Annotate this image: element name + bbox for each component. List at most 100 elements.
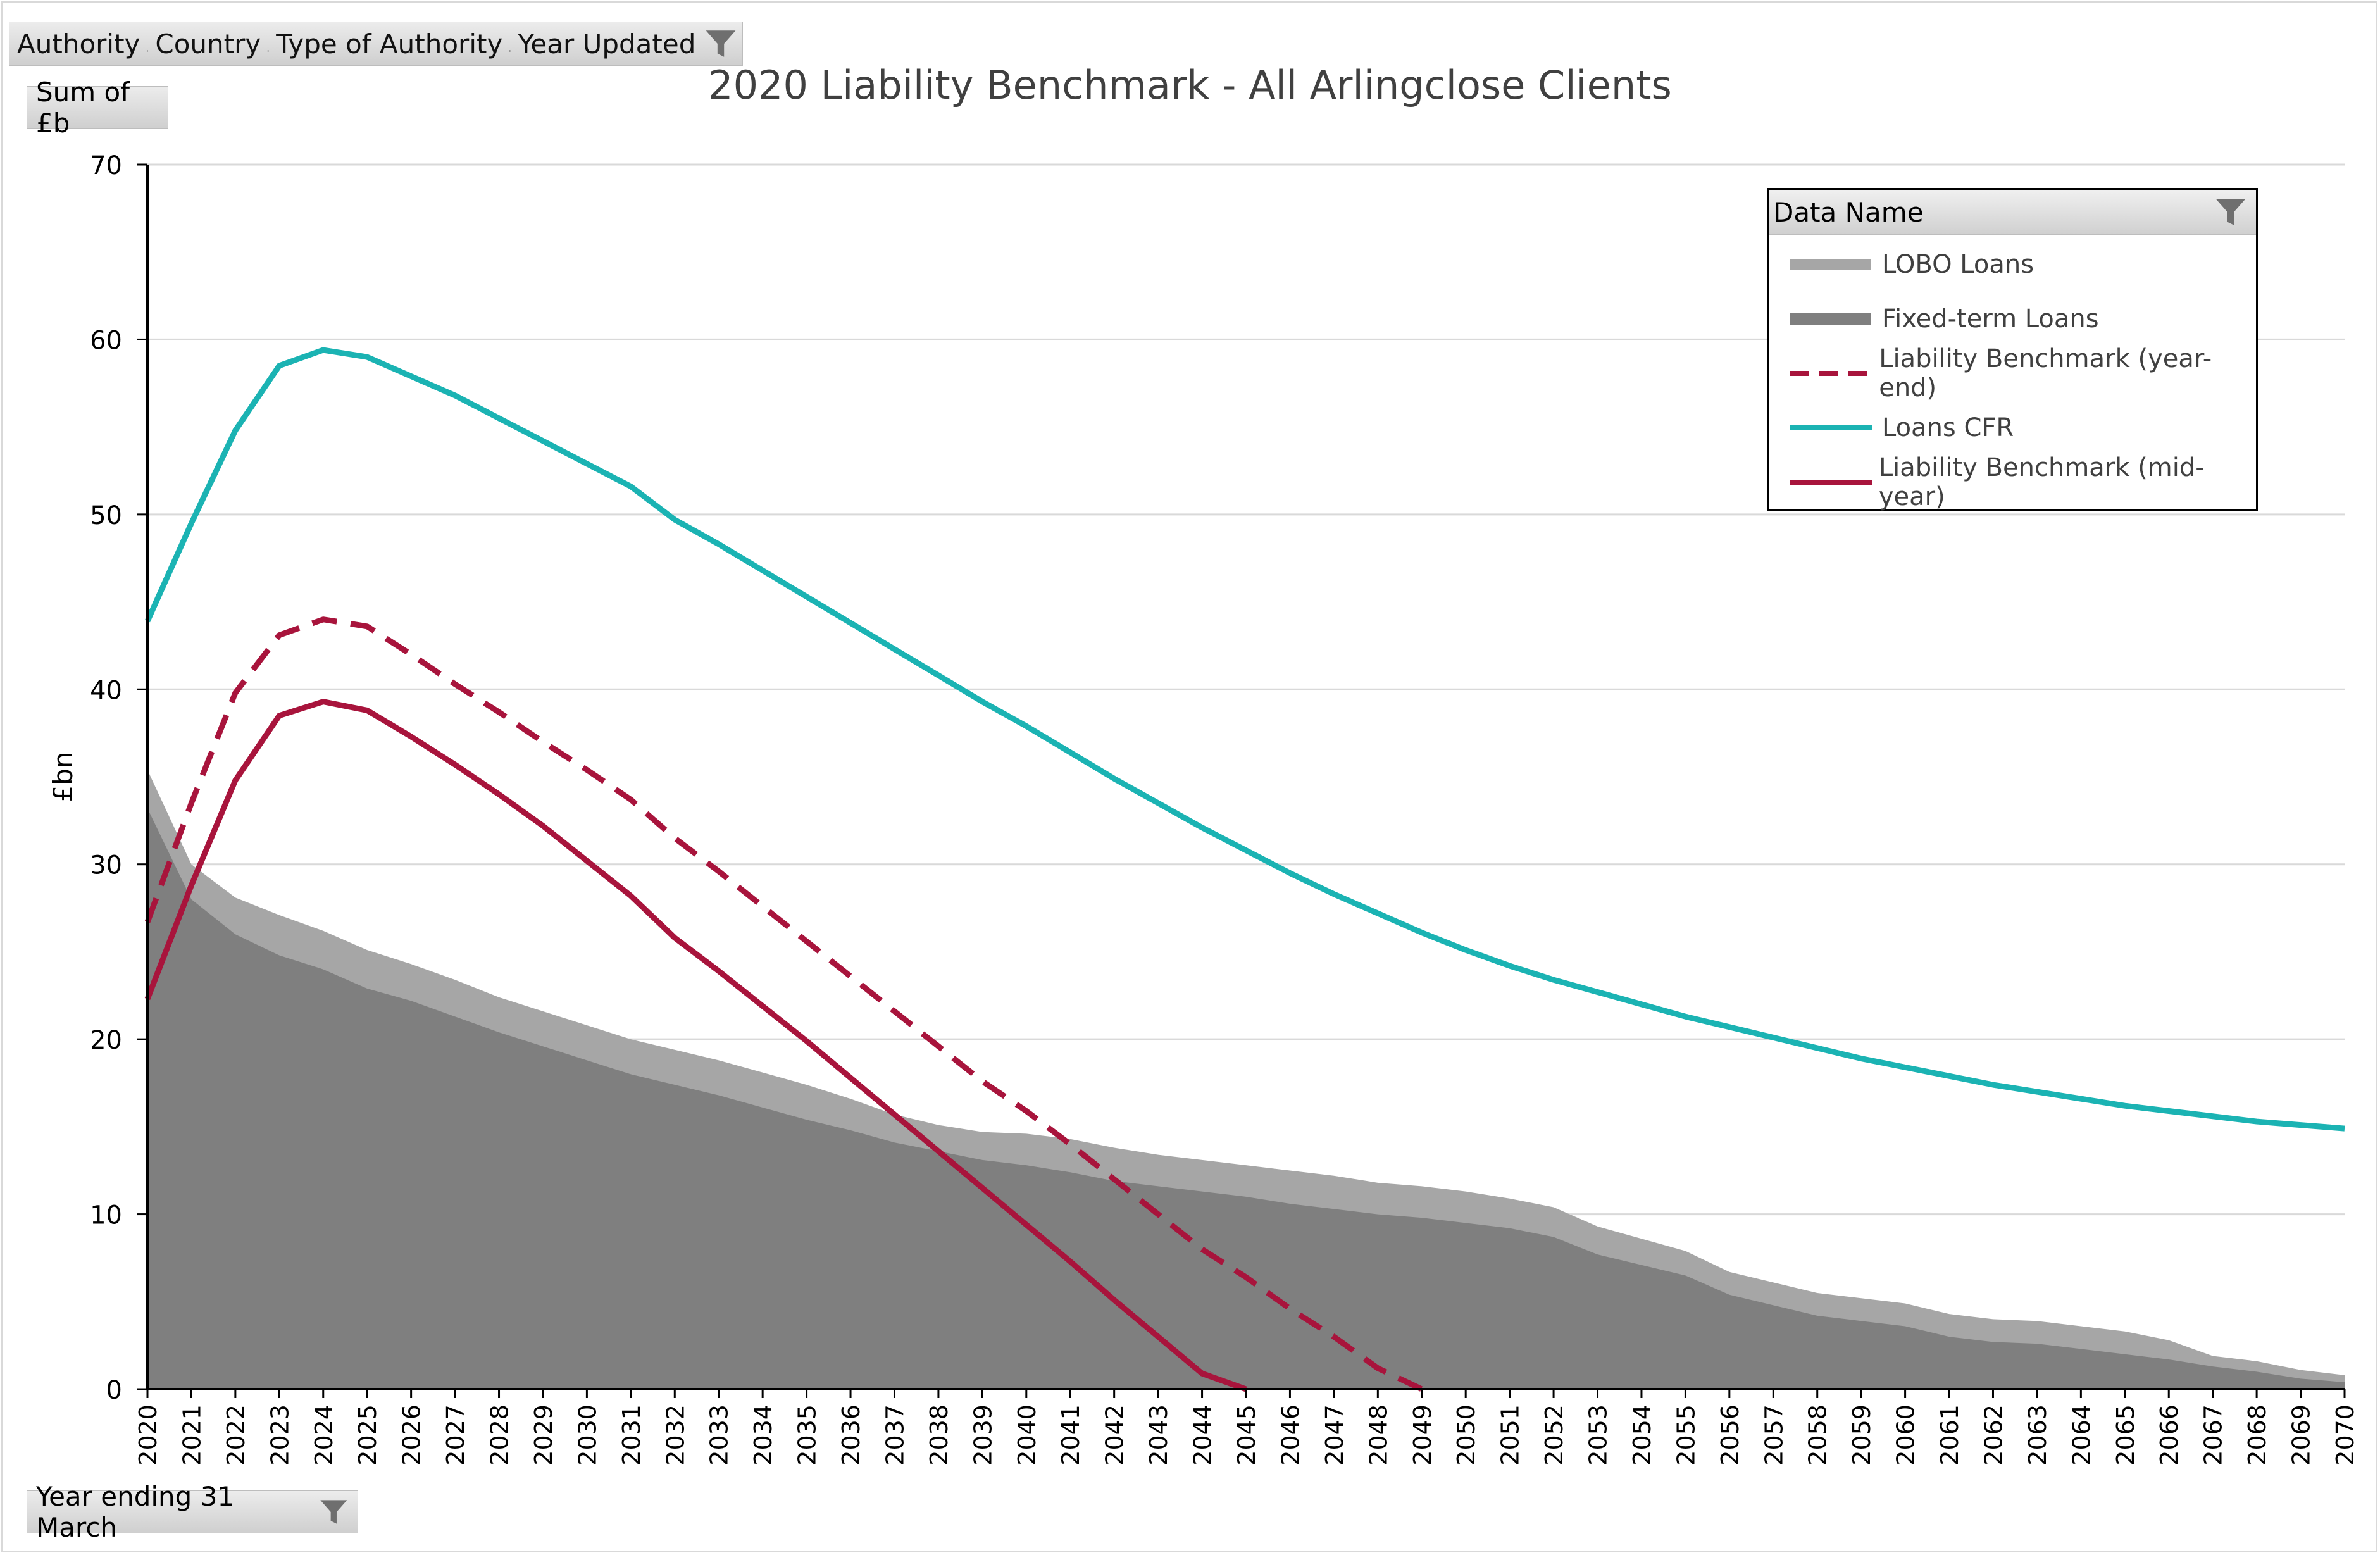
legend-swatch-fixed	[1790, 313, 1871, 325]
legend-label-lobo: LOBO Loans	[1882, 250, 2034, 279]
filter-country-label: Country	[155, 28, 261, 59]
legend-label-fixed: Fixed-term Loans	[1882, 304, 2099, 334]
x-tick-label: 2068	[2243, 1404, 2271, 1466]
legend-field-label: Data Name	[1773, 196, 1924, 228]
chart-title: 2020 Liability Benchmark - All Arlingclo…	[708, 62, 1672, 108]
report-filter-bar: Authority · Country · Type of Authority · Y…	[9, 22, 744, 66]
filter-authority-label: Authority	[17, 28, 140, 59]
x-tick-label: 2042	[1101, 1404, 1129, 1466]
x-tick-label: 2034	[749, 1404, 777, 1466]
filter-type-of-authority-label: Type of Authority	[276, 28, 503, 59]
x-tick-label: 2049	[1409, 1404, 1436, 1466]
funnel-icon[interactable]	[319, 1496, 349, 1528]
legend-item-loans-cfr[interactable]: Loans CFR	[1787, 409, 2014, 447]
line-loans-cfr	[144, 347, 2345, 1132]
x-tick-label: 2063	[2024, 1404, 2052, 1466]
x-tick-label: 2065	[2112, 1404, 2140, 1466]
y-tick-label: 0	[106, 1376, 122, 1405]
x-tick-label: 2059	[1848, 1404, 1876, 1466]
x-tick-label: 2022	[222, 1404, 250, 1466]
area-fixed-term-loans	[147, 808, 2345, 1389]
x-tick-label: 2028	[486, 1404, 514, 1466]
y-tick-label: 40	[90, 676, 122, 705]
x-tick-label: 2021	[178, 1404, 206, 1466]
legend-item-lobo-loans[interactable]: LOBO Loans	[1787, 246, 2034, 284]
x-tick-label: 2038	[925, 1404, 953, 1466]
legend-item-benchmark-year-end[interactable]: Liability Benchmark (year-end)	[1787, 344, 2256, 403]
legend: Data Name LOBO Loans Fixed-term Loans Li…	[1767, 188, 2258, 511]
x-tick-label: 2037	[881, 1404, 909, 1466]
x-tick-label: 2056	[1716, 1404, 1744, 1466]
x-tick-label: 2054	[1628, 1404, 1656, 1466]
y-tick-label: 10	[90, 1201, 122, 1230]
x-tick-label: 2031	[618, 1404, 645, 1466]
x-tick-label: 2047	[1321, 1404, 1349, 1466]
x-tick-label: 2057	[1760, 1404, 1788, 1466]
legend-swatch-lobo	[1790, 259, 1871, 270]
filter-year-updated[interactable]: Year Updated	[510, 22, 742, 65]
x-tick-label: 2050	[1452, 1404, 1480, 1466]
axis-field-button[interactable]: Year ending 31 March	[27, 1481, 358, 1543]
x-tick-label: 2051	[1497, 1404, 1524, 1466]
filter-year-updated-label: Year Updated	[518, 28, 696, 59]
x-tick-label: 2052	[1540, 1404, 1568, 1466]
x-tick-label: 2024	[310, 1404, 338, 1466]
x-tick-label: 2033	[706, 1404, 733, 1466]
x-tick-label: 2048	[1364, 1404, 1392, 1466]
filter-country[interactable]: Country ·	[155, 28, 270, 59]
line-liability-benchmark-year-end	[144, 616, 1423, 1392]
x-tick-label: 2023	[266, 1404, 294, 1466]
x-tick-label: 2064	[2067, 1404, 2095, 1466]
x-tick-label: 2020	[134, 1404, 162, 1466]
y-tick-label: 30	[90, 851, 122, 880]
legend-swatch-benchmark-mid-year	[1790, 480, 1872, 485]
funnel-icon[interactable]	[2214, 196, 2247, 228]
value-field-button[interactable]: Sum of £b	[27, 77, 168, 139]
x-tick-label: 2029	[530, 1404, 558, 1466]
axis-field-label: Year ending 31 March	[36, 1481, 235, 1543]
funnel-icon[interactable]	[704, 27, 737, 60]
x-tick-label: 2027	[442, 1404, 470, 1466]
x-tick-label: 2043	[1145, 1404, 1173, 1466]
filter-type-of-authority[interactable]: Type of Authority ·	[276, 28, 512, 59]
legend-swatch-benchmark-year-end	[1790, 371, 1872, 376]
x-tick-label: 2069	[2288, 1404, 2315, 1466]
x-tick-label: 2041	[1057, 1404, 1085, 1466]
x-tick-label: 2055	[1672, 1404, 1700, 1466]
x-tick-label: 2058	[1804, 1404, 1832, 1466]
legend-label-benchmark-year-end: Liability Benchmark (year-end)	[1879, 344, 2212, 403]
legend-label-benchmark-mid-year: Liability Benchmark (mid-year)	[1878, 453, 2205, 511]
legend-field-button[interactable]: Data Name	[1769, 190, 2256, 235]
x-tick-label: 2046	[1276, 1404, 1304, 1466]
y-axis-title: £bn	[47, 751, 78, 802]
x-tick-label: 2053	[1585, 1404, 1612, 1466]
x-tick-label: 2045	[1233, 1404, 1261, 1466]
x-tick-label: 2040	[1013, 1404, 1041, 1466]
x-tick-label: 2066	[2155, 1404, 2183, 1466]
x-tick-label: 2026	[398, 1404, 426, 1466]
x-tick-label: 2030	[573, 1404, 601, 1466]
x-tick-label: 2070	[2331, 1404, 2359, 1466]
filter-authority[interactable]: Authority ·	[17, 28, 149, 59]
y-tick-label: 70	[90, 151, 122, 180]
x-tick-label: 2035	[794, 1404, 821, 1466]
y-tick-label: 60	[90, 326, 122, 355]
x-tick-label: 2067	[2200, 1404, 2227, 1466]
x-tick-label: 2061	[1936, 1404, 1964, 1466]
legend-item-benchmark-mid-year[interactable]: Liability Benchmark (mid-year)	[1787, 453, 2256, 511]
line-liability-benchmark-mid-year	[144, 699, 1247, 1392]
x-tick-label: 2025	[354, 1404, 382, 1466]
value-field-label: Sum of £b	[36, 77, 130, 139]
x-tick-label: 2060	[1892, 1404, 1920, 1466]
x-tick-label: 2039	[969, 1404, 997, 1466]
x-tick-label: 2036	[837, 1404, 865, 1466]
y-tick-label: 50	[90, 501, 122, 530]
legend-swatch-cfr	[1790, 425, 1872, 430]
x-tick-label: 2044	[1189, 1404, 1217, 1466]
x-tick-label: 2032	[661, 1404, 689, 1466]
y-tick-label: 20	[90, 1026, 122, 1055]
legend-label-cfr: Loans CFR	[1882, 413, 2014, 442]
legend-item-fixed-term-loans[interactable]: Fixed-term Loans	[1787, 300, 2099, 338]
